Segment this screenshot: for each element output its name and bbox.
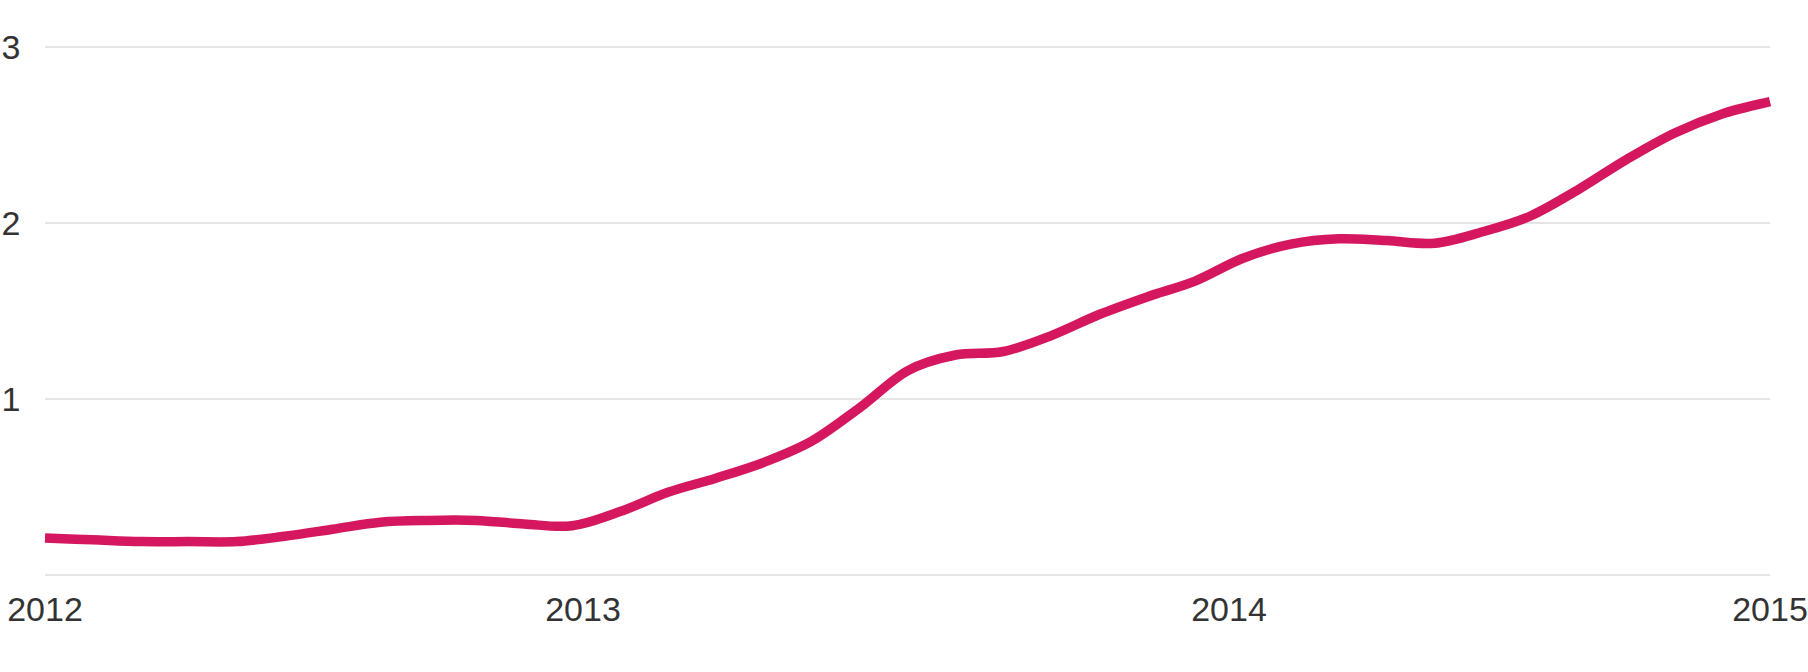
line-chart: 1 2 3 2012 2013 2014 2015	[0, 0, 1808, 672]
gridlines	[45, 47, 1770, 575]
chart-canvas: 1 2 3 2012 2013 2014 2015	[0, 0, 1808, 672]
y-tick-label-1: 1	[2, 380, 21, 418]
x-tick-label-2012: 2012	[7, 590, 83, 628]
x-tick-label-2013: 2013	[545, 590, 621, 628]
x-tick-label-2014: 2014	[1191, 590, 1267, 628]
x-tick-label-2015: 2015	[1732, 590, 1808, 628]
y-axis-labels: 1 2 3	[2, 28, 21, 418]
trend-line	[45, 102, 1770, 542]
x-axis-labels: 2012 2013 2014 2015	[7, 590, 1808, 628]
y-tick-label-3: 3	[2, 28, 21, 66]
y-tick-label-2: 2	[2, 204, 21, 242]
